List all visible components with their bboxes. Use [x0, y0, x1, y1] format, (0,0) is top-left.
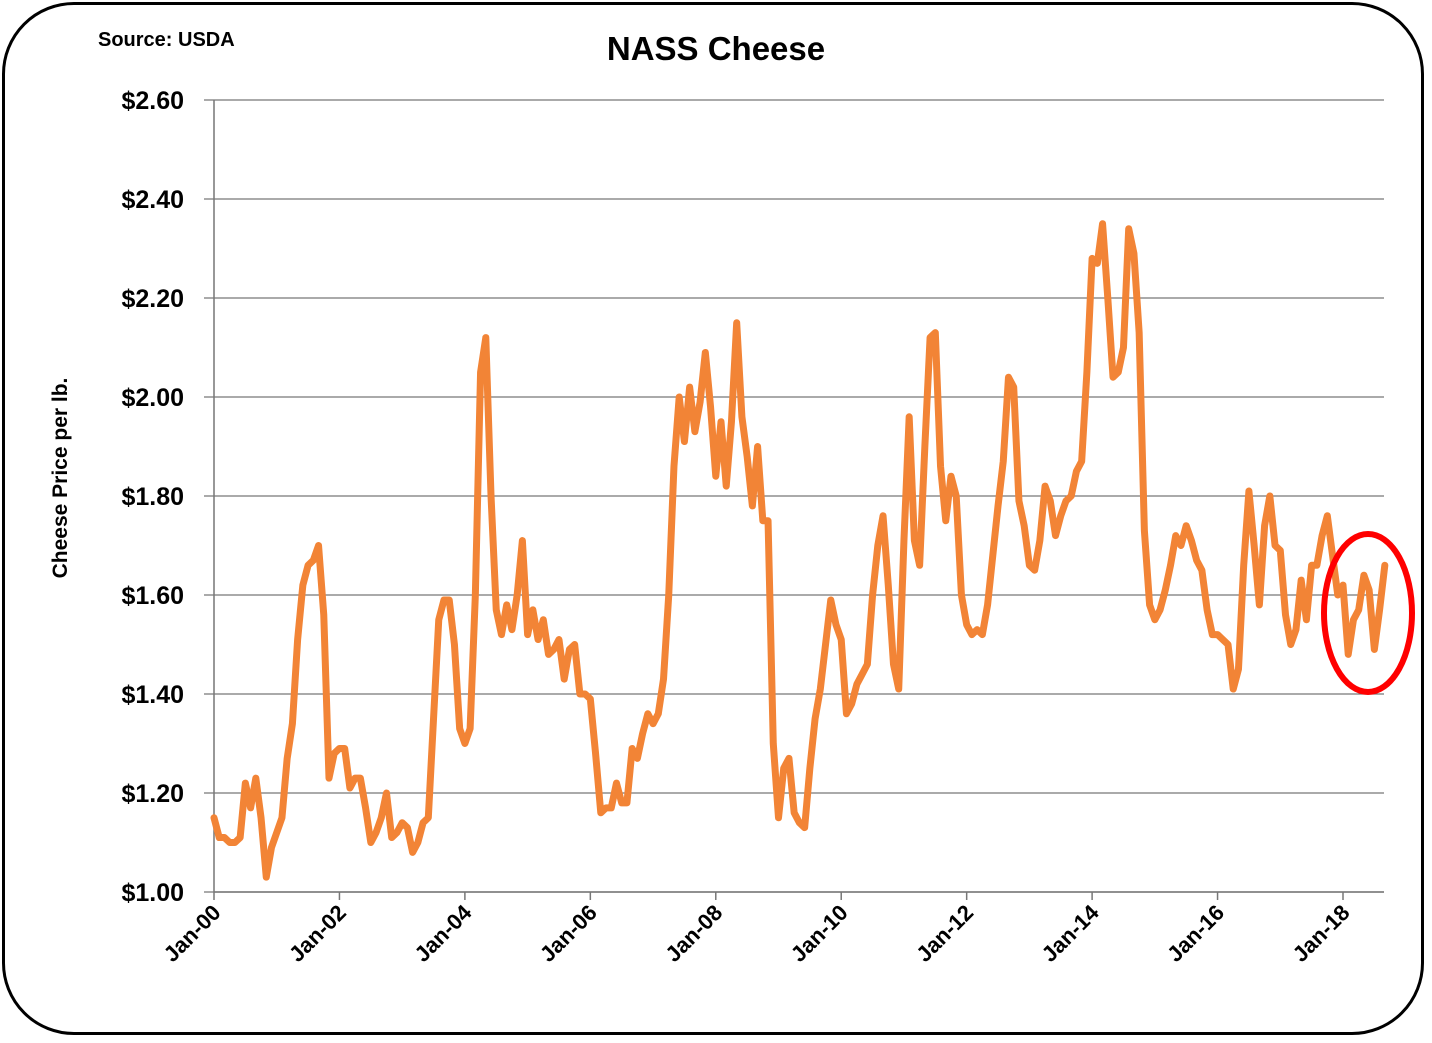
x-tick-label: Jan-08 — [660, 900, 727, 967]
y-tick-label: $1.60 — [121, 582, 184, 610]
source-note: Source: USDA — [98, 29, 235, 51]
chart-title: NASS Cheese — [607, 30, 825, 67]
y-tick-label: $1.80 — [121, 483, 184, 511]
x-tick-label: Jan-02 — [284, 900, 351, 967]
x-tick-label: Jan-14 — [1037, 899, 1105, 967]
x-tick-label: Jan-16 — [1162, 900, 1229, 967]
highlight-ellipse — [1321, 531, 1415, 695]
x-tick-label: Jan-06 — [535, 900, 602, 967]
price-line — [210, 220, 1389, 881]
x-tick-label: Jan-18 — [1288, 900, 1355, 967]
x-tick-label: Jan-00 — [159, 900, 226, 967]
y-tick-label: $2.40 — [121, 186, 184, 214]
y-tick-label: $1.40 — [121, 681, 184, 709]
y-tick-label: $1.00 — [121, 879, 184, 907]
x-tick-label: Jan-04 — [409, 899, 477, 967]
y-tick-label: $2.20 — [121, 285, 184, 313]
y-tick-label: $1.20 — [121, 780, 184, 808]
y-tick-label: $2.60 — [121, 87, 184, 115]
x-tick-label: Jan-12 — [911, 900, 978, 967]
y-tick-label: $2.00 — [121, 384, 184, 412]
x-tick-label: Jan-10 — [786, 900, 853, 967]
y-axis-label: Cheese Price per lb. — [49, 378, 72, 579]
